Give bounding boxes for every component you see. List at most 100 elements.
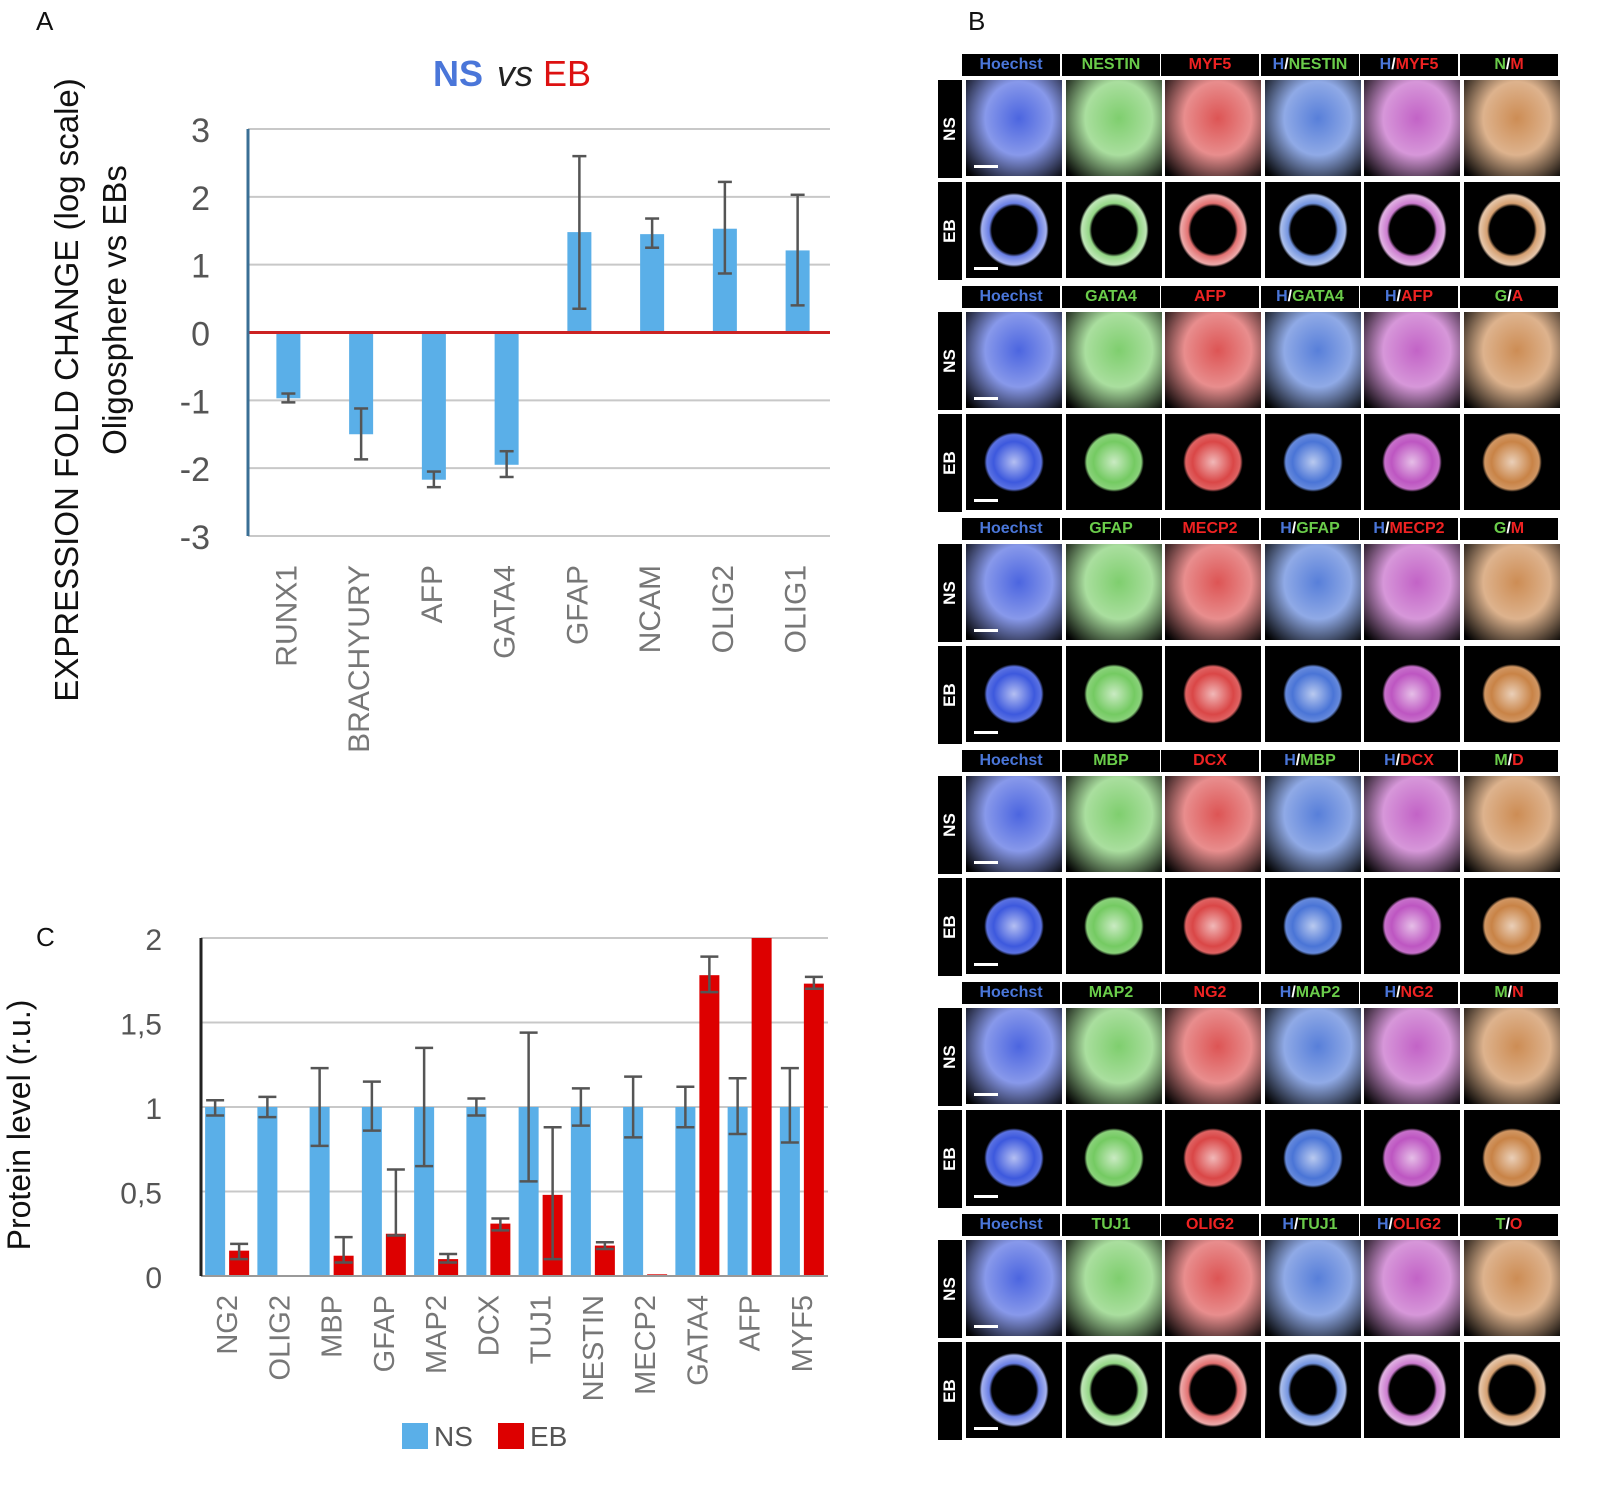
micrograph-ns-2 [1066, 1008, 1162, 1104]
channel-header: G/M [1460, 518, 1558, 540]
micrograph-eb-4 [1265, 1110, 1361, 1206]
channel-header: DCX [1161, 750, 1259, 772]
row-label-text: EB [940, 915, 959, 939]
channel-header-part: / [1507, 984, 1513, 1001]
bar-ns-tuj1 [518, 1107, 539, 1276]
x-tick-label: GFAP [561, 565, 594, 645]
micrograph-eb-1 [966, 182, 1062, 278]
micrograph-eb-6 [1464, 182, 1560, 278]
channel-header: T/O [1460, 1214, 1558, 1236]
channel-header-part: H [1280, 520, 1292, 537]
y-tick-label: 1 [145, 1093, 162, 1126]
micrograph-ns-5 [1364, 544, 1460, 640]
panel-label-c: C [36, 922, 55, 952]
micrograph-eb-5 [1364, 878, 1460, 974]
channel-header: H/GATA4 [1261, 286, 1359, 308]
channel-header-part: / [1506, 520, 1511, 537]
micrograph-ns-4 [1265, 544, 1361, 640]
micrograph-eb-5 [1364, 1342, 1460, 1438]
scale-bar [974, 963, 998, 966]
micrograph-eb-3 [1165, 414, 1261, 510]
micrograph-ns-4 [1265, 1008, 1361, 1104]
bar-ncam [640, 234, 665, 333]
channel-header-part: H [1384, 984, 1397, 1001]
micrograph-eb-3 [1165, 1110, 1261, 1206]
micrograph-ns-5 [1364, 776, 1460, 872]
channel-header: NG2 [1161, 982, 1259, 1004]
channel-header-part: MBP [1300, 752, 1336, 769]
channel-header: Hoechst [962, 286, 1060, 308]
channel-header: M/N [1460, 982, 1558, 1004]
channel-header-part: / [1295, 752, 1301, 769]
micrograph-eb-2 [1066, 414, 1162, 510]
micrograph-ns-6 [1464, 312, 1560, 408]
micrograph-eb-5 [1364, 1110, 1460, 1206]
channel-header-part: Hoechst [979, 1216, 1043, 1233]
error-bar-ns [310, 1066, 329, 1148]
channel-header-part: TUJ1 [1091, 1216, 1131, 1233]
channel-header: H/NG2 [1360, 982, 1458, 1004]
channel-header-part: MBP [1093, 752, 1129, 769]
bar-ns-mecp2 [623, 1107, 644, 1276]
micrograph-eb-2 [1066, 646, 1162, 742]
micrograph-ns-6 [1464, 1008, 1560, 1104]
channel-header: N/M [1460, 54, 1558, 76]
micrograph-ns-1 [966, 544, 1062, 640]
channel-header-part: GATA4 [1085, 288, 1137, 305]
channel-header-part: MAP2 [1295, 984, 1341, 1001]
micrograph-ns-1 [966, 312, 1062, 408]
micrograph-ns-6 [1464, 776, 1560, 872]
micrograph-ns-5 [1364, 1240, 1460, 1336]
row-label-ns: NS [938, 1240, 962, 1338]
micrograph-ns-2 [1066, 544, 1162, 640]
error-bar-eb [700, 955, 719, 994]
micrograph-eb-1 [966, 1110, 1062, 1206]
channel-header: H/MBP [1261, 750, 1359, 772]
channel-header-part: NESTIN [1288, 56, 1348, 73]
y-axis-label-2: Oligosphere vs EBs [96, 165, 133, 455]
micrograph-eb-4 [1265, 646, 1361, 742]
bar-ns-afp [727, 1107, 748, 1276]
channel-header-part: M [1510, 56, 1524, 73]
micrograph-eb-1 [966, 1342, 1062, 1438]
x-tick-label: RUNX1 [270, 565, 303, 667]
row-label-ns: NS [938, 312, 962, 410]
channel-header: MECP2 [1161, 518, 1259, 540]
micrograph-eb-6 [1464, 646, 1560, 742]
row-label-text: NS [940, 1277, 959, 1301]
bar-eb-myf5 [803, 983, 824, 1276]
error-bar [499, 449, 514, 479]
micrograph-ns-2 [1066, 312, 1162, 408]
row-label-eb: EB [938, 182, 962, 280]
x-tick-label: OLIG1 [780, 565, 813, 653]
scale-bar [974, 1427, 998, 1430]
channel-header-part: OLIG2 [1185, 1216, 1234, 1233]
channel-header: GATA4 [1062, 286, 1160, 308]
bar-afp [421, 332, 446, 480]
micrograph-eb-1 [966, 414, 1062, 510]
y-axis-label: Protein level (r.u.) [1, 1000, 37, 1251]
error-bar [354, 407, 369, 461]
row-label-text: NS [940, 1045, 959, 1069]
channel-header: AFP [1161, 286, 1259, 308]
channel-header-part: / [1291, 520, 1297, 537]
channel-header-part: DCX [1193, 752, 1227, 769]
channel-header-part: / [1291, 984, 1296, 1001]
micrograph-ns-2 [1066, 80, 1162, 176]
micrograph-eb-2 [1066, 1342, 1162, 1438]
micrograph-ns-3 [1165, 544, 1261, 640]
bar-runx1 [276, 332, 301, 399]
channel-header-part: M [1494, 752, 1508, 769]
micrograph-ns-4 [1265, 776, 1361, 872]
bar-gata4 [494, 332, 519, 465]
channel-header-part: NG2 [1193, 984, 1227, 1001]
micrograph-eb-4 [1265, 182, 1361, 278]
micrograph-eb-1 [966, 878, 1062, 974]
channel-header: Hoechst [962, 518, 1060, 540]
error-bar-ns [362, 1080, 381, 1132]
error-bar [645, 217, 660, 249]
x-tick-label: AFP [735, 1295, 767, 1351]
micrograph-eb-2 [1066, 878, 1162, 974]
channel-header-part: GATA4 [1292, 288, 1344, 305]
channel-header-part: AFP [1194, 288, 1226, 305]
